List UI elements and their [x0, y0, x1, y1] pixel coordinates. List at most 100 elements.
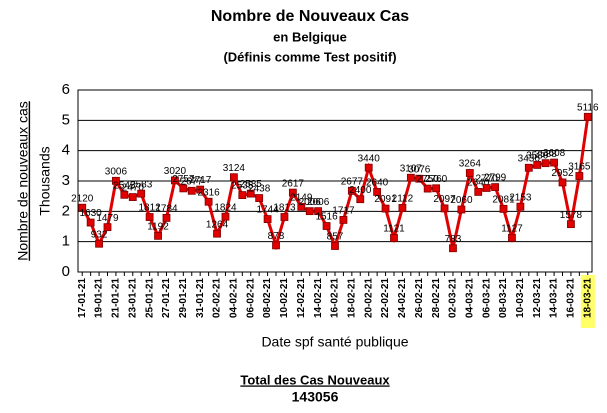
x-tick-label: 14-03-21	[549, 278, 560, 318]
marker	[187, 186, 196, 195]
x-tick-label: 12-02-21	[296, 278, 307, 318]
data-label: 2760	[425, 174, 448, 185]
x-tick-label: 02-02-21	[212, 278, 223, 318]
data-label: 2799	[484, 173, 507, 184]
marker	[213, 229, 221, 238]
data-label: 3006	[105, 166, 128, 177]
data-label: 3608	[543, 148, 566, 159]
marker	[373, 188, 382, 196]
x-tick-label: 17-01-21	[77, 278, 88, 318]
data-label: 2585	[240, 179, 263, 190]
x-tick-label: 08-02-21	[262, 278, 273, 318]
marker	[533, 161, 542, 169]
data-label: 1812	[138, 203, 161, 214]
marker	[567, 220, 575, 229]
y-tick-label: 5	[62, 111, 70, 128]
y-tick-label: 1	[62, 233, 70, 250]
marker	[145, 213, 154, 221]
x-tick-label: 18-02-21	[346, 278, 357, 318]
data-label: 878	[268, 231, 285, 242]
marker	[120, 190, 129, 199]
marker	[465, 169, 474, 177]
marker	[263, 215, 272, 223]
data-label: 3107	[400, 163, 423, 174]
x-tick-label: 02-03-21	[448, 278, 459, 318]
data-label: 1717	[332, 206, 355, 217]
y-axis-unit: Thousands	[37, 146, 53, 215]
y-tick-label: 0	[62, 263, 70, 280]
marker	[272, 241, 280, 250]
marker	[78, 203, 87, 212]
marker	[339, 216, 348, 224]
marker	[322, 222, 331, 230]
data-label: 2757	[172, 174, 195, 185]
marker	[440, 204, 449, 213]
marker	[204, 197, 213, 206]
data-label: 2770	[476, 174, 499, 185]
data-label: 1264	[206, 219, 229, 230]
data-label: 1630	[80, 208, 103, 219]
data-label: 1824	[214, 202, 237, 213]
marker	[550, 158, 558, 167]
data-label: 3440	[358, 153, 381, 164]
marker	[516, 202, 525, 211]
x-tick-label: 08-03-21	[498, 278, 509, 318]
data-label: 2316	[197, 187, 220, 198]
data-label: 1578	[560, 210, 583, 221]
marker	[524, 163, 533, 172]
y-tick-label: 3	[62, 172, 70, 189]
data-label: 1192	[147, 221, 169, 232]
marker	[179, 184, 188, 193]
data-label: 2081	[492, 195, 515, 206]
data-label: 2006	[307, 197, 330, 208]
x-tick-label: 23-01-21	[127, 278, 138, 318]
data-label: 1813	[273, 203, 296, 214]
marker	[103, 223, 112, 232]
data-label: 2006	[299, 197, 322, 208]
marker	[255, 194, 264, 202]
x-tick-label: 20-02-21	[363, 278, 374, 318]
x-tick-label: 06-03-21	[481, 278, 492, 318]
x-tick-label: 26-02-21	[414, 278, 425, 318]
marker	[449, 244, 457, 253]
marker	[406, 173, 415, 182]
data-label: 2470	[122, 183, 145, 194]
marker	[575, 172, 584, 180]
data-label: 2091	[374, 194, 397, 205]
x-tick-label: 16-02-21	[330, 278, 341, 318]
marker	[432, 184, 441, 193]
x-tick-label: 25-01-21	[144, 278, 155, 318]
marker	[196, 185, 205, 194]
data-label: 2952	[551, 168, 574, 179]
marker	[128, 193, 137, 201]
marker	[221, 212, 230, 221]
marker	[280, 213, 289, 221]
marker	[246, 189, 255, 198]
chart-subtitle: en Belgique	[273, 29, 347, 44]
data-label: 1127	[501, 223, 523, 234]
x-tick-label: 31-01-21	[195, 278, 206, 318]
marker	[305, 207, 314, 216]
marker	[347, 186, 356, 195]
x-tick-label: 06-02-21	[245, 278, 256, 318]
marker	[331, 242, 339, 250]
data-label: 2535	[231, 181, 254, 192]
data-label: 1121	[383, 224, 405, 235]
data-label: 3588	[535, 149, 558, 160]
marker	[558, 178, 567, 187]
data-label: 2583	[130, 179, 153, 190]
x-tick-label: 28-02-21	[431, 278, 442, 318]
y-tick-label: 2	[62, 202, 70, 219]
data-label: 2640	[467, 178, 490, 189]
marker	[238, 191, 247, 200]
marker	[137, 189, 146, 198]
data-label: 1479	[96, 213, 119, 224]
data-label: 3436	[518, 153, 541, 164]
marker	[415, 174, 424, 183]
marker	[297, 202, 306, 211]
data-label: 2097	[433, 194, 456, 205]
data-label: 3124	[223, 163, 246, 174]
y-axis-title: Nombre de nouveaux cas	[15, 101, 31, 261]
data-label: 2153	[509, 192, 532, 203]
